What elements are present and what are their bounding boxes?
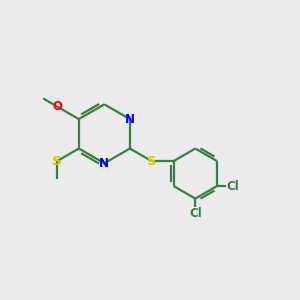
Text: Cl: Cl bbox=[189, 207, 202, 220]
Text: Cl: Cl bbox=[226, 180, 239, 193]
Text: S: S bbox=[147, 154, 156, 167]
Text: S: S bbox=[52, 154, 62, 167]
Text: N: N bbox=[99, 157, 110, 170]
Text: O: O bbox=[52, 100, 62, 113]
Text: N: N bbox=[125, 112, 135, 126]
